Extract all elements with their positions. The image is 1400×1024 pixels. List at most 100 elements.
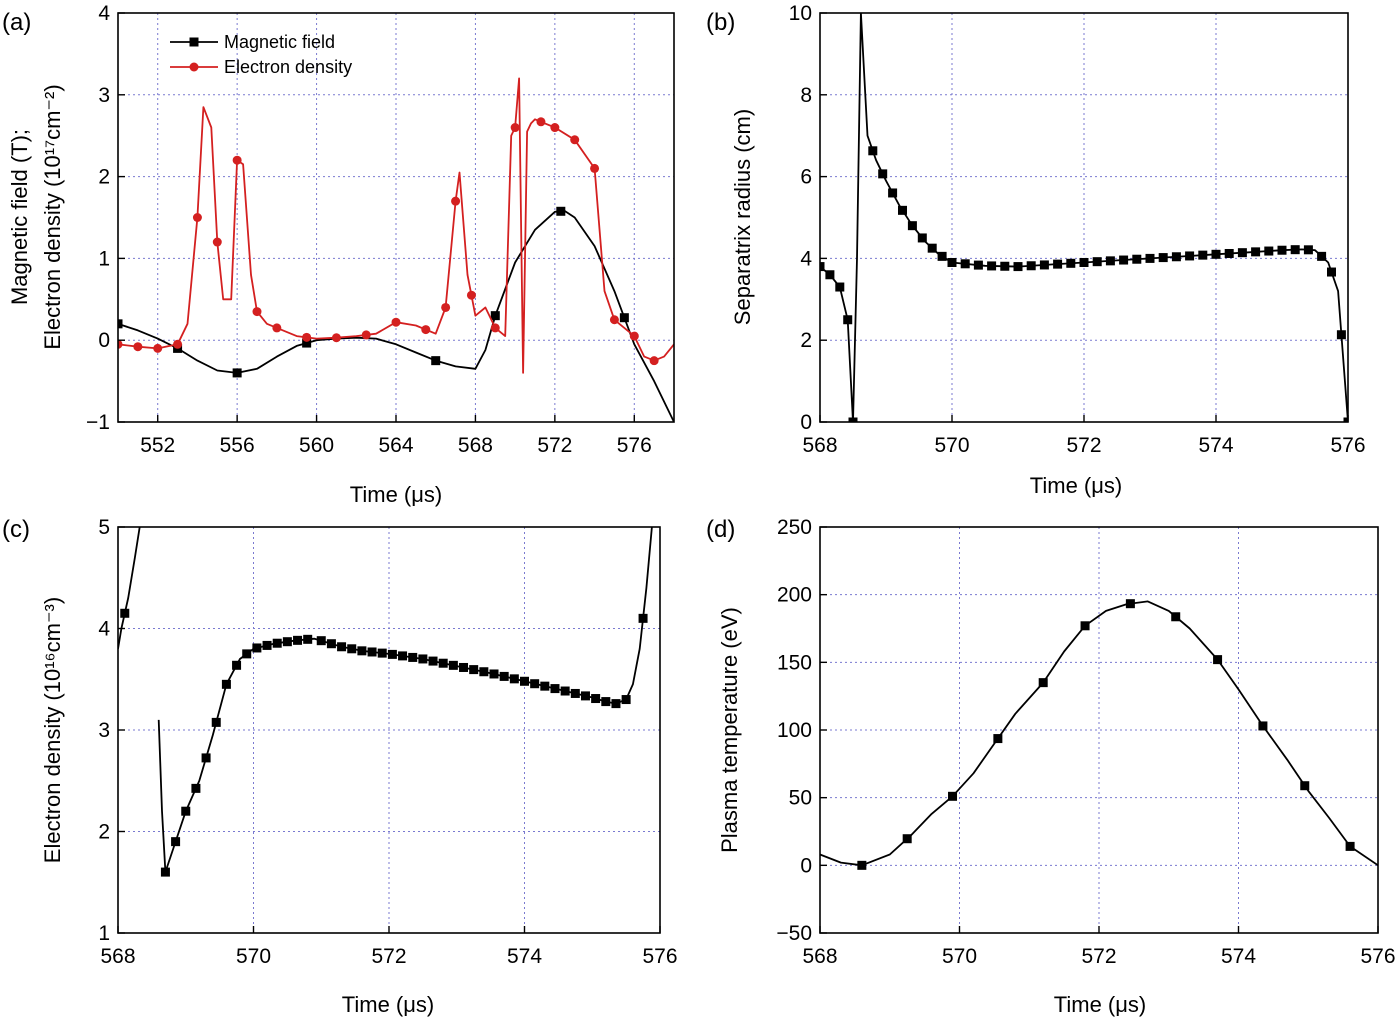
data-point xyxy=(973,260,983,270)
x-tick-label: 574 xyxy=(1198,434,1233,457)
data-point xyxy=(1317,251,1327,261)
data-point xyxy=(160,867,170,877)
data-point xyxy=(1224,248,1234,258)
data-point xyxy=(303,634,313,644)
data-point xyxy=(868,146,878,156)
data-point xyxy=(601,697,611,707)
y-axis-label: Magnetic field (T); xyxy=(7,129,32,305)
data-point xyxy=(302,332,312,342)
data-point xyxy=(499,671,509,681)
panel-b: 568 570 572 574 576 0 2 4 6 8 10 (b) Time (μs) Separa… xyxy=(706,2,1366,498)
x-tick-label: 568 xyxy=(802,945,837,968)
data-point xyxy=(1039,260,1049,270)
y-axis-label: Plasma temperature (eV) xyxy=(717,607,742,853)
data-point xyxy=(171,837,181,847)
data-point xyxy=(120,608,130,618)
y-tick-label: 100 xyxy=(777,719,812,742)
data-point xyxy=(377,648,387,658)
data-point xyxy=(1000,261,1010,271)
series-1 xyxy=(820,13,1348,422)
data-point xyxy=(201,753,211,763)
data-point xyxy=(118,319,123,329)
x-tick-label: 568 xyxy=(100,945,135,968)
panel-label: (b) xyxy=(706,9,735,36)
data-point xyxy=(570,688,580,698)
data-point xyxy=(878,169,888,179)
data-point xyxy=(550,123,560,133)
data-point xyxy=(907,221,917,231)
data-point xyxy=(337,642,347,652)
y-tick-label: 8 xyxy=(800,84,812,107)
data-point xyxy=(530,679,540,689)
y-tick-label: 50 xyxy=(789,787,812,810)
data-point xyxy=(536,117,546,127)
data-point xyxy=(387,649,397,659)
y-axis-label: Electron density (10¹⁶cm⁻³) xyxy=(40,597,65,863)
y-tick-label: 200 xyxy=(777,584,812,607)
x-axis-label: Time (μs) xyxy=(1054,992,1147,1017)
data-point xyxy=(466,290,476,300)
data-point xyxy=(489,669,499,679)
data-point xyxy=(1079,257,1089,267)
data-point xyxy=(848,417,858,422)
y-tick-label: 4 xyxy=(800,247,812,270)
data-point xyxy=(927,243,937,253)
data-point xyxy=(1053,259,1063,269)
y-tick-label: 0 xyxy=(98,329,110,352)
data-point xyxy=(835,282,845,292)
y-tick-label: 0 xyxy=(800,854,812,877)
data-point xyxy=(1119,255,1129,265)
data-point xyxy=(948,791,958,801)
y-tick-label: 3 xyxy=(98,719,110,742)
data-point xyxy=(1327,267,1336,277)
data-point xyxy=(212,237,222,247)
data-point xyxy=(540,681,550,691)
y-tick-label: 4 xyxy=(98,2,110,25)
data-point xyxy=(133,342,143,352)
data-point xyxy=(947,257,957,267)
data-point xyxy=(556,206,566,216)
x-tick-label: 568 xyxy=(802,434,837,457)
x-tick-label: 572 xyxy=(1066,434,1101,457)
data-point xyxy=(451,196,461,206)
data-point xyxy=(1198,250,1208,260)
panel-label: (c) xyxy=(2,516,30,543)
data-point xyxy=(1132,254,1142,264)
x-tick-label: 560 xyxy=(299,434,334,457)
data-point xyxy=(331,333,341,343)
data-point xyxy=(611,699,621,709)
data-point xyxy=(459,662,469,672)
x-tick-label: 564 xyxy=(378,434,413,457)
data-point xyxy=(1290,245,1300,255)
data-point xyxy=(326,639,336,649)
legend: Magnetic field Electron density xyxy=(170,32,352,77)
data-point xyxy=(960,259,970,269)
data-point xyxy=(1066,258,1076,268)
series-magnetic-field xyxy=(118,206,674,422)
data-point xyxy=(1185,251,1195,261)
data-point xyxy=(232,368,242,378)
data-point xyxy=(221,679,231,689)
data-point xyxy=(398,651,408,661)
data-point xyxy=(1145,253,1155,263)
data-point xyxy=(888,188,898,198)
data-point xyxy=(937,251,947,261)
data-point xyxy=(479,667,489,677)
data-point xyxy=(1171,612,1181,622)
x-tick-label: 574 xyxy=(1221,945,1256,968)
data-point xyxy=(252,307,262,317)
data-point xyxy=(192,213,202,222)
data-point xyxy=(490,311,500,321)
data-point xyxy=(408,652,418,662)
data-point xyxy=(638,613,648,623)
y-tick-label: 6 xyxy=(800,166,812,189)
data-point xyxy=(1213,655,1223,665)
data-point xyxy=(843,315,853,325)
data-point xyxy=(591,694,601,704)
legend-label: Electron density xyxy=(224,57,352,77)
series-line xyxy=(118,527,141,649)
data-point xyxy=(232,155,242,165)
x-tick-label: 570 xyxy=(236,945,271,968)
data-point xyxy=(1303,245,1313,255)
data-point xyxy=(590,163,600,173)
